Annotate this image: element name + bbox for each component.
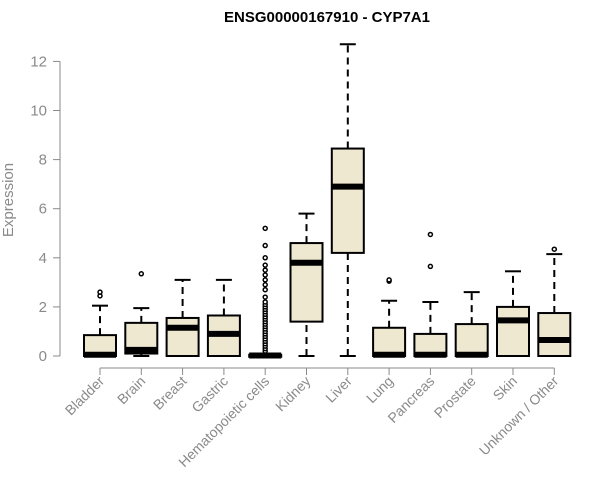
outlier-point <box>262 225 268 232</box>
box-iqr <box>289 242 324 323</box>
y-tick-label: 0 <box>39 348 47 365</box>
outlier-point <box>427 231 434 238</box>
box-iqr <box>454 323 489 357</box>
x-tick-label: Lung <box>363 373 396 406</box>
outlier-point <box>262 267 268 273</box>
outlier-point <box>262 277 268 283</box>
outlier-point <box>262 286 268 293</box>
outlier-point <box>551 246 558 252</box>
box-iqr <box>496 305 530 357</box>
box-group <box>289 212 324 357</box>
x-tick-label: Prostate <box>431 373 479 421</box>
box-group <box>165 278 200 358</box>
x-tick-label: Bladder <box>62 373 108 419</box>
box-group <box>83 289 117 358</box>
x-tick-label: Kidney <box>272 373 314 415</box>
box-group <box>496 270 530 357</box>
y-tick-label: 12 <box>30 53 47 70</box>
y-tick-label: 6 <box>39 201 47 218</box>
outlier-point <box>386 277 392 283</box>
outlier-point <box>97 289 103 295</box>
box-series <box>83 43 572 359</box>
outlier-point <box>262 282 268 288</box>
box-group <box>248 225 283 359</box>
box-group <box>413 231 448 358</box>
box-group <box>330 43 365 357</box>
box-iqr <box>537 312 572 358</box>
box-group <box>537 246 572 358</box>
outlier-point <box>262 262 268 268</box>
outlier-point <box>262 255 268 261</box>
x-tick-label: Breast <box>150 373 190 413</box>
chart-title: ENSG00000167910 - CYP7A1 <box>224 9 430 26</box>
y-tick-label: 4 <box>39 250 47 267</box>
y-tick-label: 2 <box>39 299 47 316</box>
box-iqr <box>165 316 200 358</box>
outlier-point <box>138 271 145 277</box>
y-axis: 0 2 4 6 8 10 12 <box>30 53 61 365</box>
y-tick-label: 10 <box>30 103 47 120</box>
outlier-point <box>262 299 268 305</box>
x-tick-label: Liver <box>322 373 355 406</box>
x-tick-label: Brain <box>114 373 148 407</box>
box-iqr <box>372 326 407 357</box>
box-group <box>372 277 407 358</box>
x-tick-label: Skin <box>490 373 521 404</box>
outlier-point <box>262 272 268 278</box>
box-group <box>124 271 159 357</box>
y-tick-label: 8 <box>39 152 47 169</box>
outlier-point <box>262 242 268 249</box>
box-group <box>454 291 489 358</box>
box-iqr <box>330 147 365 254</box>
outlier-point <box>427 263 434 270</box>
outlier-point <box>262 294 268 300</box>
box-group <box>206 278 241 357</box>
y-axis-label: Expression <box>0 163 17 237</box>
